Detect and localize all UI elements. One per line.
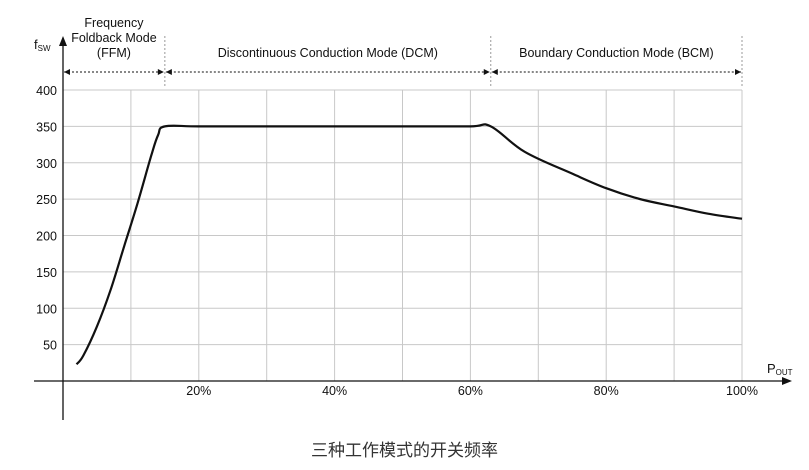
series — [75, 123, 743, 365]
y-axis-label: fSW — [34, 37, 51, 53]
tick-labels: 50 100 150 200 250 300 350 400 20% 40% 60% 80% 100% — [36, 84, 758, 398]
region-arrow-head-left — [491, 69, 498, 75]
fsw-curve — [75, 123, 743, 365]
y-tick-label: 50 — [43, 339, 57, 353]
region-arrow-head-right — [157, 69, 164, 75]
y-tick-label: 400 — [36, 84, 57, 98]
y-tick-label: 300 — [36, 157, 57, 171]
grid — [63, 89, 743, 381]
y-tick-label: 150 — [36, 266, 57, 280]
x-tick-label: 100% — [726, 384, 758, 398]
region-label: (FFM) — [97, 46, 131, 60]
y-tick-label: 100 — [36, 302, 57, 316]
region-arrow-head-left — [165, 69, 172, 75]
y-axis-arrow — [59, 36, 67, 46]
y-tick-label: 250 — [36, 193, 57, 207]
region-label: Boundary Conduction Mode (BCM) — [519, 46, 714, 60]
x-axis-arrow — [782, 377, 792, 385]
region-arrow-head-left — [64, 69, 70, 75]
x-tick-label: 60% — [458, 384, 483, 398]
x-axis-label-subscript: OUT — [776, 368, 793, 377]
y-tick-label: 350 — [36, 120, 57, 134]
axes — [34, 36, 792, 420]
region-arrow-head-right — [735, 69, 741, 75]
region-label: Frequency — [84, 16, 144, 30]
x-tick-label: 40% — [322, 384, 347, 398]
region-arrow-head-right — [483, 69, 490, 75]
y-axis-label-subscript: SW — [38, 44, 51, 53]
figure-caption: 三种工作模式的开关频率 — [311, 441, 498, 461]
y-tick-label: 200 — [36, 230, 57, 244]
x-tick-label: 20% — [186, 384, 211, 398]
x-axis-label: POUT — [767, 361, 793, 377]
region-label: Foldback Mode — [71, 31, 157, 45]
region-label: Discontinuous Conduction Mode (DCM) — [218, 46, 438, 60]
x-tick-label: 80% — [594, 384, 619, 398]
